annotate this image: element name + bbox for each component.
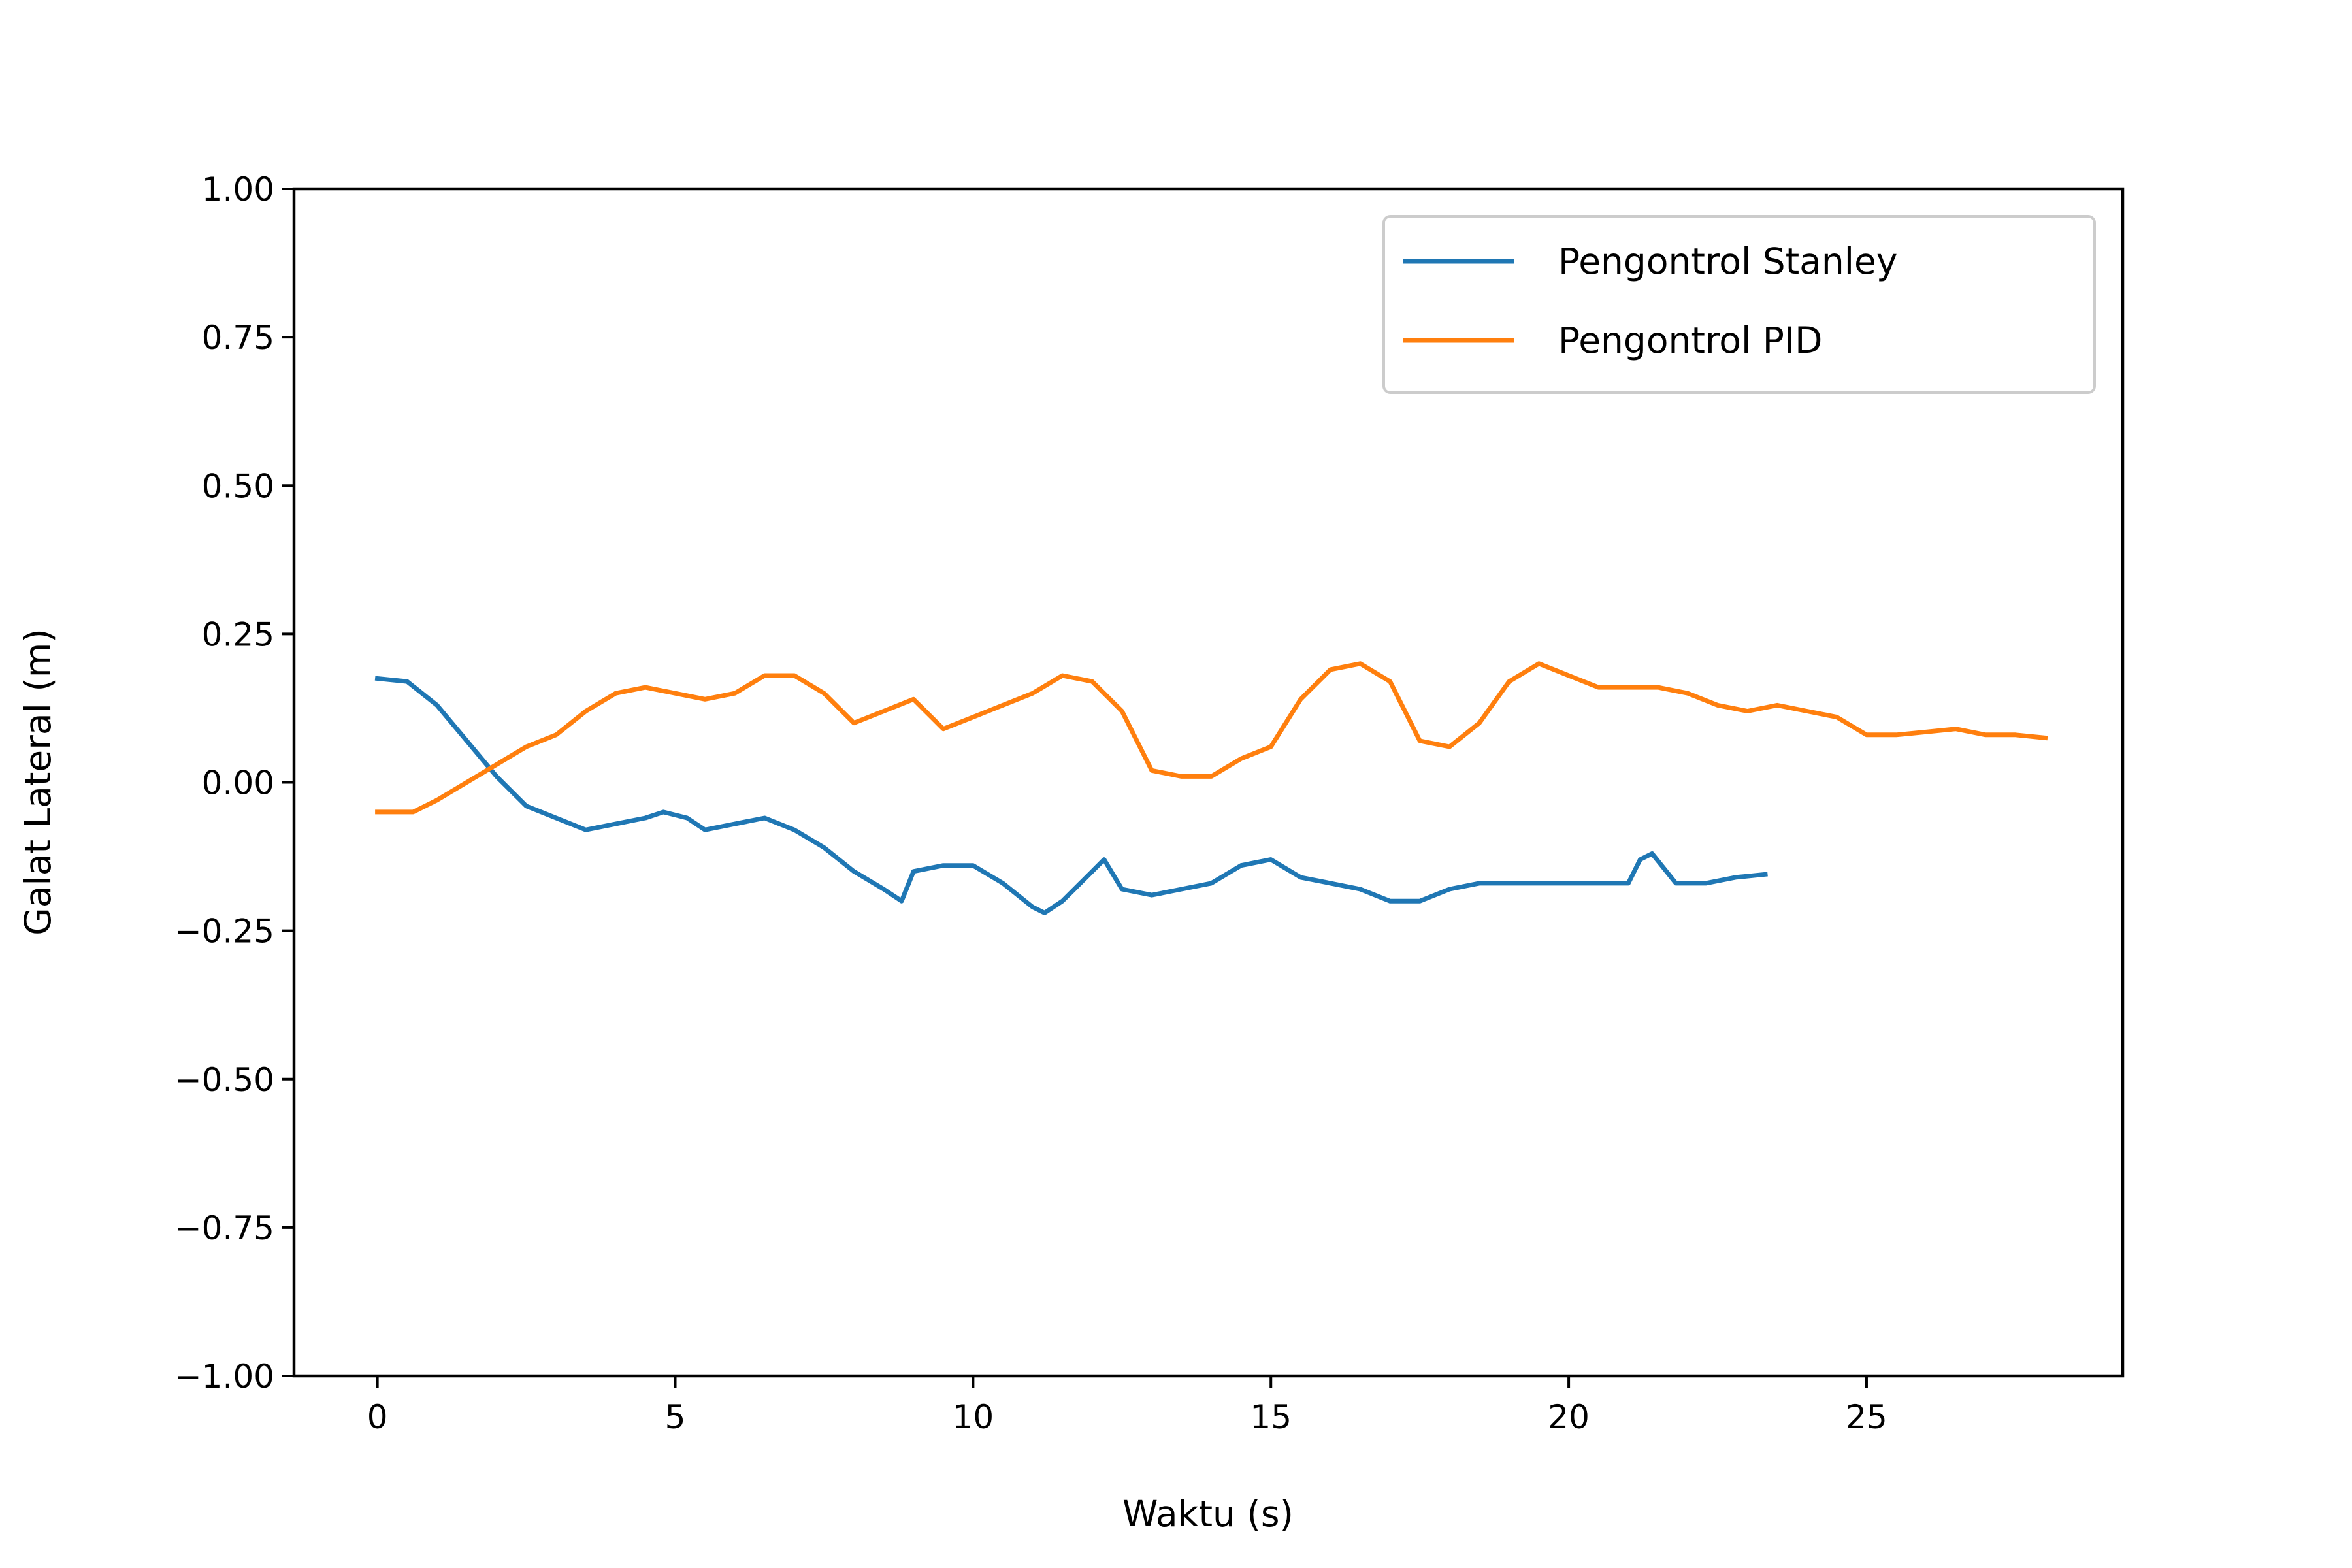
series-layer xyxy=(374,661,2048,915)
x-axis: 0 5 10 15 20 25 xyxy=(367,1376,1887,1436)
y-tick-label: −0.50 xyxy=(174,1061,274,1099)
x-tick-label: 0 xyxy=(367,1398,388,1436)
y-tick-label: 0.25 xyxy=(202,615,274,653)
x-tick-label: 25 xyxy=(1846,1398,1887,1436)
x-axis-label: Waktu (s) xyxy=(1122,1493,1294,1535)
y-axis: 1.00 0.75 0.50 0.25 0.00 −0.25 −0.50 −0.75 −1.00 xyxy=(174,171,294,1396)
y-tick-label: −0.75 xyxy=(174,1209,274,1247)
y-tick-label: 0.00 xyxy=(202,764,274,802)
y-tick-label: −0.25 xyxy=(174,913,274,951)
y-tick-label: 1.00 xyxy=(202,171,274,208)
legend: Pengontrol Stanley Pengontrol PID xyxy=(1382,215,2096,394)
y-axis-label: Galat Lateral (m) xyxy=(17,629,59,936)
x-tick-label: 20 xyxy=(1548,1398,1590,1436)
legend-label-stanley: Pengontrol Stanley xyxy=(1558,240,1897,282)
y-tick-label: −1.00 xyxy=(174,1358,274,1396)
y-tick-label: 0.50 xyxy=(202,467,274,505)
y-tick-label: 0.75 xyxy=(202,319,274,357)
legend-box xyxy=(1382,215,2096,394)
x-tick-label: 5 xyxy=(665,1398,686,1436)
x-tick-label: 10 xyxy=(953,1398,994,1436)
series-line-1 xyxy=(375,661,2048,815)
x-tick-label: 15 xyxy=(1250,1398,1292,1436)
series-line-0 xyxy=(374,676,1768,915)
legend-label-pid: Pengontrol PID xyxy=(1558,319,1822,361)
